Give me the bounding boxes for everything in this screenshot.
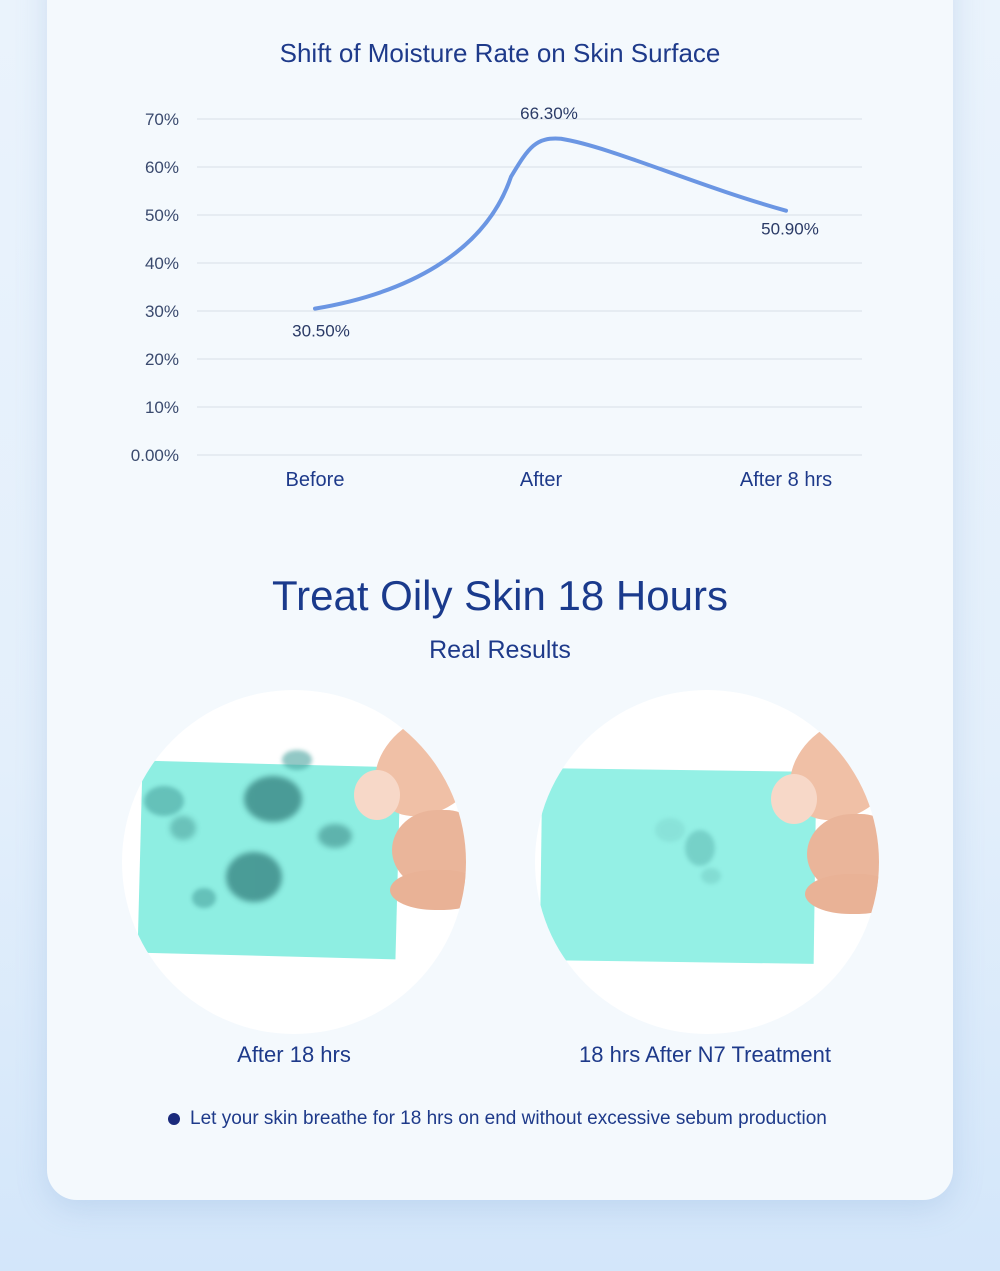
photo-caption-after: 18 hrs After N7 Treatment <box>579 1042 831 1067</box>
section-subheading: Real Results <box>429 636 571 664</box>
chart-title: Shift of Moisture Rate on Skin Surface <box>279 38 721 68</box>
y-tick-label: 10% <box>145 398 179 417</box>
data-label: 50.90% <box>761 220 819 239</box>
bullet-icon <box>168 1113 180 1125</box>
y-tick-label: 0.00% <box>131 446 179 465</box>
y-tick-label: 40% <box>145 254 179 273</box>
benefit-note: Let your skin breathe for 18 hrs on end … <box>168 1108 827 1130</box>
x-tick-label: Before <box>286 469 345 491</box>
y-tick-label: 30% <box>145 302 179 321</box>
blotting-paper-after-photo <box>535 690 879 1034</box>
x-tick-label: After 8 hrs <box>740 469 832 491</box>
photo-caption-before: After 18 hrs <box>237 1042 351 1067</box>
blotting-paper-before-photo <box>122 690 466 1034</box>
series-line <box>313 136 788 311</box>
moisture-line-chart: 0.00% 10% 20% 30% 40% 50% 60% 70% Before After Aft… <box>131 104 862 491</box>
y-tick-label: 60% <box>145 158 179 177</box>
data-label: 66.30% <box>520 104 578 123</box>
y-tick-label: 70% <box>145 110 179 129</box>
y-tick-label: 20% <box>145 350 179 369</box>
x-tick-label: After <box>520 469 563 491</box>
benefit-note-text: Let your skin breathe for 18 hrs on end … <box>190 1108 827 1129</box>
data-label: 30.50% <box>292 322 350 341</box>
section-heading: Treat Oily Skin 18 Hours <box>272 572 728 619</box>
y-tick-label: 50% <box>145 206 179 225</box>
